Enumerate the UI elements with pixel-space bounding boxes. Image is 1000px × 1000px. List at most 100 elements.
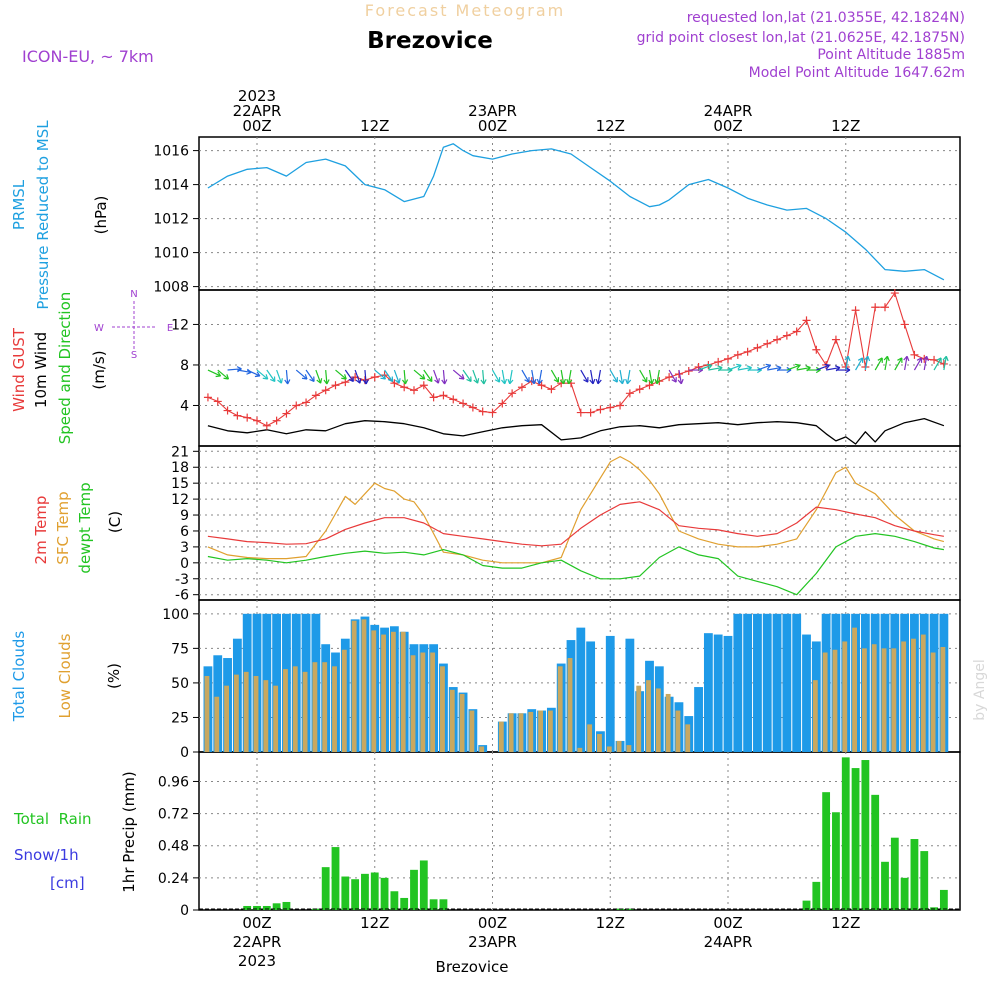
wind-arrow [452,369,465,380]
wind-label: 10m Wind [32,332,50,408]
low-clouds-bar [361,619,367,752]
bottom-label-4-0: 00Z [713,914,742,932]
precip-bar [390,891,399,910]
wind-arrow-head [795,363,801,370]
wind-direction-arrows [207,355,949,385]
gust-marker [645,381,654,390]
total-clouds-bar [625,638,635,752]
gust-marker [763,339,772,348]
wind-gust-line [207,292,945,427]
precip-bar [282,901,291,910]
clouds-labels: Total Clouds Low Clouds (%) [10,631,123,723]
wind-arrow-head [857,357,864,363]
precip-bar [419,860,428,910]
low-clouds-bar [842,641,848,752]
wind-arrow-head [824,363,830,370]
gust-marker [390,379,399,388]
low-clouds-bar [616,740,622,752]
gust-marker [871,303,880,312]
precip-bar [900,877,909,910]
gust-marker [262,421,271,430]
low-clouds-bar [381,634,387,752]
wind-arrow-head [595,378,602,385]
precip-bar [851,768,860,910]
wind-arrow [845,356,849,371]
low-clouds-bar [930,652,936,752]
wind-arrow-head [677,378,684,385]
wind-arrow [325,369,328,385]
footer-location: Brezovice [436,958,509,976]
wind-arrow [668,369,677,383]
gust-marker [410,386,418,395]
compass-w: W [94,323,104,334]
tick-label-clouds-3: 75 [171,641,189,657]
tick-label-pressure-4: 1016 [153,144,189,160]
low-clouds-bar [263,680,269,752]
precip-bar [812,881,821,910]
pressure-unit: (hPa) [92,196,110,235]
wind-arrow [364,369,367,385]
snow-label: Snow/1h [14,846,79,864]
snow-unit-label: [cm] [50,874,85,892]
wind-arrow [521,369,530,383]
wind-arrow [727,364,742,371]
gust-marker [802,316,811,325]
tick-label-pressure-3: 1014 [153,178,189,194]
wind-arrow-head [612,377,618,383]
precip-bar [920,851,929,910]
total-clouds-bar [713,634,723,752]
gust-marker [321,386,330,395]
wind-arrow [384,369,394,382]
precip-bar [625,908,634,910]
wind-arrow [403,369,407,385]
low-clouds-bar [273,685,279,752]
top-label-5-0: 12Z [831,117,860,135]
low-clouds-bar [322,662,328,752]
low-clouds-bar [567,658,573,752]
low-clouds-bar [469,710,475,752]
wind-arrow-head [936,357,942,363]
wind-arrow [354,369,361,384]
total-clouds-bar [743,613,753,752]
wind-arrow [423,369,433,382]
low-clouds-bar [538,710,544,752]
gust-marker [910,350,919,359]
precip-bar [410,869,418,910]
wind-arrow-head [262,374,269,380]
wind-arrow [462,369,472,382]
gust-marker [881,303,889,312]
tick-label-precip-4: 0.96 [158,774,189,790]
tick-label-precip-1: 0.24 [158,871,189,887]
gust-marker [851,306,860,315]
total-clouds-bar [586,641,596,752]
wind-arrow [335,369,347,380]
low-clouds-bar [371,630,377,752]
wind-arrow-head [671,377,677,383]
gust-marker [792,327,801,336]
y-tick-labels: 100810101012101410164812211815129630-3-6… [153,144,199,919]
wind-arrow [913,357,922,371]
wind-arrow-head [323,379,330,385]
temp-unit: (C) [106,511,124,533]
precip-bar [890,837,899,910]
wind-arrow-head [589,378,596,385]
gust-label: Wind GUST [10,327,28,412]
wind-arrow-head [355,378,362,384]
precip-bars [199,757,960,910]
bottom-label-0-1: 22APR [233,933,282,951]
bottom-label-0-2: 2023 [238,952,276,970]
precip-bar [321,867,330,910]
top-label-2-1: 00Z [478,117,507,135]
tick-label-temp-7: 0 [180,556,189,572]
wind-dir-label: Speed and Direction [56,292,74,445]
wind-arrow [227,368,242,371]
wind-arrow [276,369,282,384]
gust-marker [616,401,625,410]
low-clouds-bar [518,713,524,752]
wind-arrow [656,369,660,384]
tick-label-temp-2: 15 [171,476,189,492]
low-clouds-bar [528,711,534,752]
wind-arrow [619,369,624,384]
wind-arrow [597,369,602,384]
low-clouds-bar [430,652,436,752]
